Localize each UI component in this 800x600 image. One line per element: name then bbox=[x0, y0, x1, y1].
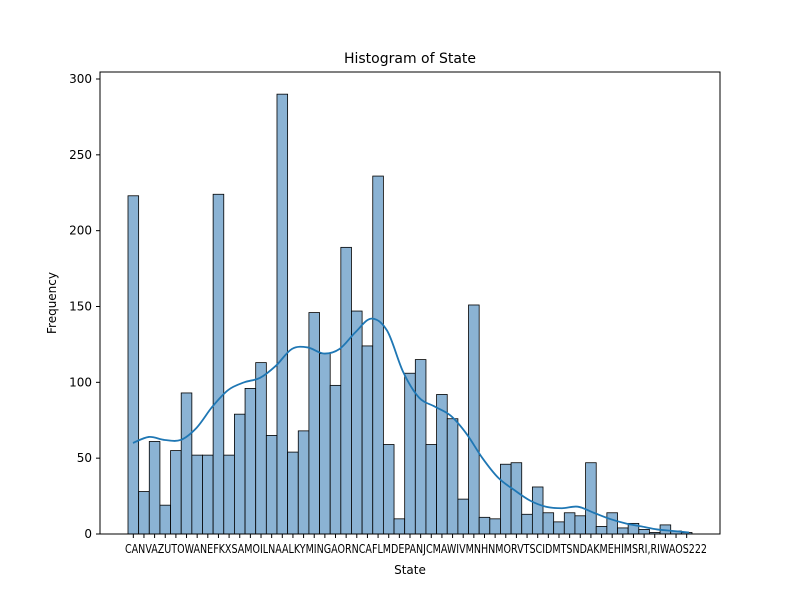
histogram-bar bbox=[180, 392, 193, 535]
histogram-bar bbox=[510, 462, 523, 535]
histogram-bar bbox=[276, 93, 289, 535]
histogram-bar bbox=[553, 521, 565, 535]
histogram-bar bbox=[521, 513, 533, 535]
histogram-bar bbox=[500, 463, 512, 535]
y-axis-title: Frequency bbox=[45, 272, 59, 334]
histogram-bar bbox=[436, 394, 448, 535]
x-tick-labels: CANVAZUTOWANEFKXSAMOILNAALKYMINGAORNCAFL… bbox=[125, 542, 707, 556]
histogram-bar bbox=[265, 435, 278, 535]
histogram-bar bbox=[478, 516, 491, 535]
histogram-bar bbox=[202, 454, 214, 535]
histogram-bar bbox=[127, 195, 140, 535]
histogram-bar bbox=[170, 450, 182, 535]
histogram-bar bbox=[457, 498, 469, 535]
histogram-bar bbox=[297, 430, 310, 535]
histogram-bar bbox=[414, 359, 427, 535]
bars-group bbox=[127, 93, 693, 535]
histogram-bar bbox=[223, 454, 235, 535]
histogram-bar bbox=[425, 444, 437, 535]
histogram-bar bbox=[585, 462, 597, 535]
histogram-bar bbox=[287, 451, 299, 535]
y-tick-label: 300 bbox=[69, 72, 92, 86]
histogram-bar bbox=[617, 527, 629, 535]
x-axis bbox=[132, 534, 688, 538]
histogram-bar bbox=[638, 529, 650, 535]
chart-title: Histogram of State bbox=[344, 51, 476, 67]
histogram-bar bbox=[351, 310, 363, 535]
histogram-bar bbox=[340, 246, 352, 535]
y-tick-label: 100 bbox=[69, 375, 92, 389]
histogram-bar bbox=[446, 418, 459, 535]
kde-line bbox=[132, 317, 690, 534]
histogram-bar bbox=[148, 441, 161, 535]
histogram-bar bbox=[255, 362, 267, 535]
y-tick-label: 150 bbox=[69, 300, 92, 314]
histogram-bar bbox=[542, 512, 555, 535]
histogram-bar bbox=[234, 413, 246, 535]
histogram-bar bbox=[468, 304, 480, 535]
histogram-bar bbox=[531, 486, 544, 535]
y-tick-label: 50 bbox=[77, 451, 92, 465]
histogram-bar bbox=[308, 312, 320, 535]
histogram-bar bbox=[489, 518, 501, 535]
histogram-bar bbox=[393, 518, 406, 535]
histogram-bar bbox=[404, 372, 416, 535]
histogram-bar bbox=[606, 512, 618, 535]
histogram-bar bbox=[595, 526, 608, 535]
x-axis-title: State bbox=[394, 563, 426, 577]
histogram-bar bbox=[212, 193, 225, 535]
histogram-bar bbox=[319, 353, 331, 535]
histogram-bar bbox=[372, 175, 384, 535]
y-tick-label: 250 bbox=[69, 148, 92, 162]
histogram-bar bbox=[563, 512, 576, 535]
kde-group bbox=[132, 317, 690, 534]
histogram-bar bbox=[159, 504, 171, 535]
y-axis: 0 50 100 150 200 250 300 bbox=[69, 72, 100, 541]
histogram-bar bbox=[574, 515, 586, 535]
plot-frame bbox=[99, 71, 721, 535]
histogram-bar bbox=[191, 454, 203, 535]
histogram-bar bbox=[329, 384, 342, 535]
y-tick-label: 0 bbox=[84, 527, 92, 541]
histogram-bar bbox=[361, 345, 374, 535]
histogram-bar bbox=[138, 491, 150, 535]
histogram-bar bbox=[382, 444, 395, 535]
histogram-bar bbox=[244, 387, 257, 535]
y-tick-label: 200 bbox=[69, 224, 92, 238]
